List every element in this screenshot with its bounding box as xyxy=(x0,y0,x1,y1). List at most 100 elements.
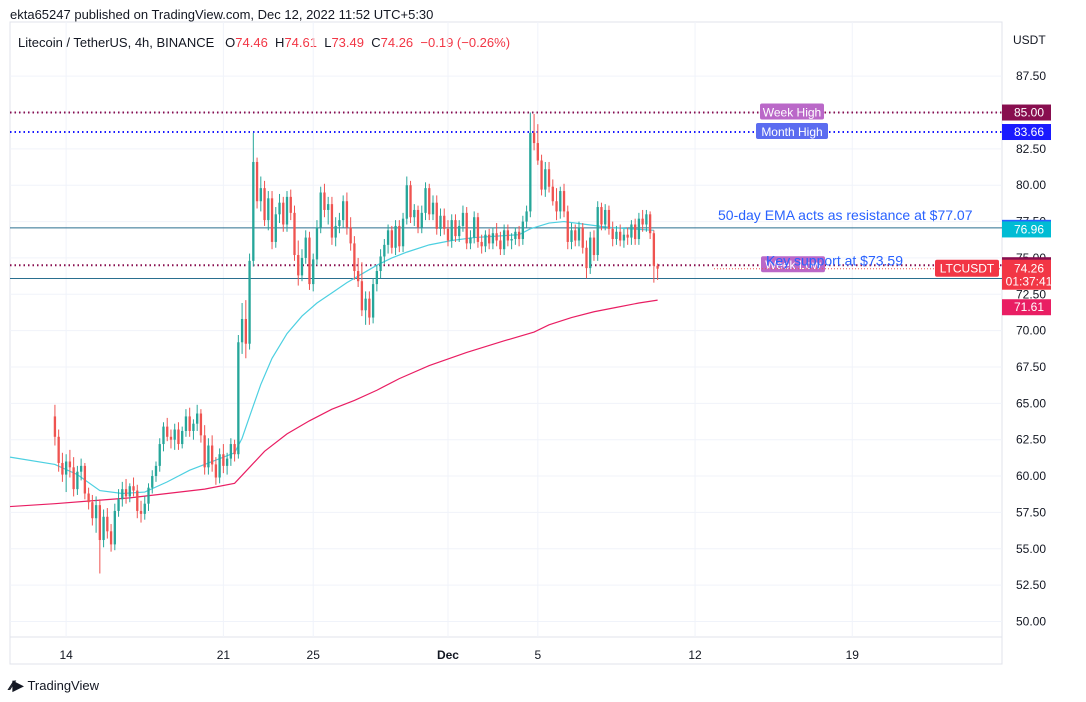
ohlc-open: O74.46 xyxy=(225,35,268,50)
candle-body xyxy=(413,209,416,218)
candle-body xyxy=(375,271,379,285)
candle-body xyxy=(259,188,262,202)
publisher-line: ekta65247 published on TradingView.com, … xyxy=(10,7,434,22)
candle-body xyxy=(458,225,461,237)
candle-body xyxy=(398,225,401,247)
candle-body xyxy=(499,240,502,250)
candle-body xyxy=(596,207,599,256)
candle-body xyxy=(285,196,289,225)
candle-body xyxy=(409,185,412,218)
candle-body xyxy=(491,233,495,244)
candle-body xyxy=(570,230,573,242)
y-tick-label: 65.00 xyxy=(1016,396,1046,410)
bar-countdown: 01:37:41 xyxy=(1006,275,1053,289)
ohlc-close: C74.26 xyxy=(371,35,414,50)
candle-body xyxy=(349,227,352,244)
candle-body xyxy=(158,444,161,466)
candle-body xyxy=(656,265,659,269)
candle-body xyxy=(166,426,169,437)
candle-body xyxy=(360,281,364,311)
candle-body xyxy=(188,416,191,431)
candle-body xyxy=(68,461,72,468)
candle-body xyxy=(473,217,476,238)
candle-body xyxy=(255,161,259,202)
candle-body xyxy=(132,486,135,491)
last-price-box xyxy=(1002,259,1051,290)
price-label-7696 xyxy=(1002,221,1051,238)
footer-brand[interactable]: ⁄⁄▶ TradingView xyxy=(10,677,99,694)
candle-body xyxy=(136,490,139,511)
candle-body xyxy=(529,132,532,212)
candle-body xyxy=(405,185,408,219)
x-tick-label: 21 xyxy=(217,648,231,662)
candle-body xyxy=(151,476,154,488)
candle-body xyxy=(109,531,113,545)
candle-body xyxy=(113,510,116,545)
candle-body xyxy=(323,192,326,210)
x-tick-label: Dec xyxy=(437,648,459,662)
candle-body xyxy=(57,436,60,463)
price-change: −0.19 (−0.26%) xyxy=(420,35,511,50)
month-high-line-tag-text: Month High xyxy=(761,125,822,139)
y-tick-label: 80.00 xyxy=(1016,178,1046,192)
candle-body xyxy=(61,462,64,475)
candle-body xyxy=(121,489,124,500)
candle-body xyxy=(72,467,75,490)
candle-body xyxy=(128,486,131,497)
candle-body xyxy=(401,218,405,247)
price-label-7696-text: 76.96 xyxy=(1014,222,1044,236)
candle-body xyxy=(312,259,315,285)
candle-body xyxy=(577,227,581,241)
candle-body xyxy=(364,298,367,311)
candle-body xyxy=(278,202,281,215)
candle-body xyxy=(79,465,83,472)
x-tick-label: 25 xyxy=(307,648,321,662)
candle-body xyxy=(237,342,240,455)
candle-body xyxy=(390,230,393,248)
candle-body xyxy=(652,233,656,266)
candle-body xyxy=(240,319,244,343)
ohlc-high: H74.61 xyxy=(275,35,317,50)
candle-body xyxy=(454,220,457,237)
plot-frame xyxy=(9,21,1003,665)
candle-body xyxy=(371,284,375,318)
candle-body xyxy=(630,224,633,238)
candle-body xyxy=(619,231,622,241)
candle-body xyxy=(525,211,528,222)
candle-body xyxy=(495,233,498,241)
candle-body xyxy=(648,214,652,234)
price-label-8366-text: 83.66 xyxy=(1014,125,1044,139)
candle-body xyxy=(199,413,203,436)
ema-200-line xyxy=(9,299,658,508)
candle-body xyxy=(645,214,648,225)
candle-body xyxy=(345,201,349,228)
symbol-name[interactable]: Litecoin / TetherUS, 4h, BINANCE xyxy=(18,35,215,50)
candle-body xyxy=(383,244,386,257)
candle-body xyxy=(480,241,483,247)
x-tick-label: 5 xyxy=(534,648,541,662)
candle-body xyxy=(581,227,584,248)
candle-body xyxy=(416,209,420,228)
candle-body xyxy=(514,231,517,240)
candle-body xyxy=(192,423,195,431)
y-tick-label: 70.00 xyxy=(1016,324,1046,338)
candle-body xyxy=(98,505,102,541)
candle-body xyxy=(289,196,292,213)
candle-body xyxy=(196,413,199,424)
candle-body xyxy=(207,445,210,468)
y-tick-label: 55.00 xyxy=(1016,542,1046,556)
candle-body xyxy=(559,191,562,212)
candle-body xyxy=(342,201,345,221)
candle-body xyxy=(469,237,472,244)
y-tick-label: 52.50 xyxy=(1016,578,1046,592)
candle-body xyxy=(184,416,188,431)
candle-body xyxy=(124,489,128,497)
candle-body xyxy=(450,220,453,241)
candle-body xyxy=(106,516,109,532)
candle-body xyxy=(622,234,626,241)
candle-body xyxy=(615,231,618,240)
candle-body xyxy=(177,429,180,445)
candle-body xyxy=(439,215,442,229)
candle-body xyxy=(91,502,94,519)
